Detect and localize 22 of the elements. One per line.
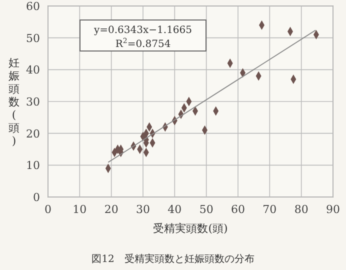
y-tick-label: 50: [26, 32, 40, 45]
annotation: R$^{2}$=0.8754: [115, 37, 171, 50]
x-tick-label: 60: [231, 203, 245, 216]
x-tick-label: 10: [72, 203, 87, 216]
x-tick-label: 30: [136, 203, 150, 216]
x-tick-label: 0: [44, 203, 52, 216]
x-tick-label: 70: [262, 203, 277, 216]
y-tick-label: 40: [26, 64, 40, 77]
y-tick-label: 30: [26, 96, 40, 108]
y-tick-label: 60: [26, 0, 40, 13]
y-tick-label: 10: [26, 159, 40, 172]
x-tick-label: 80: [294, 203, 308, 216]
annotation: y=0.6343x−1.1665: [92, 25, 192, 36]
x-axis-title: 受精実頭数(頭): [153, 222, 228, 235]
x-tick-label: 20: [104, 203, 118, 216]
x-tick-label: 40: [168, 203, 182, 216]
x-tick-label: 50: [199, 203, 214, 216]
caption: 図12 受精実頭数と妊娠頭数の分布: [92, 253, 254, 265]
y-axis-title: 妊娠頭数(頭): [8, 56, 20, 148]
y-tick-label: 20: [26, 127, 40, 140]
x-tick-label: 90: [326, 203, 340, 216]
y-tick-label: 0: [33, 191, 40, 204]
